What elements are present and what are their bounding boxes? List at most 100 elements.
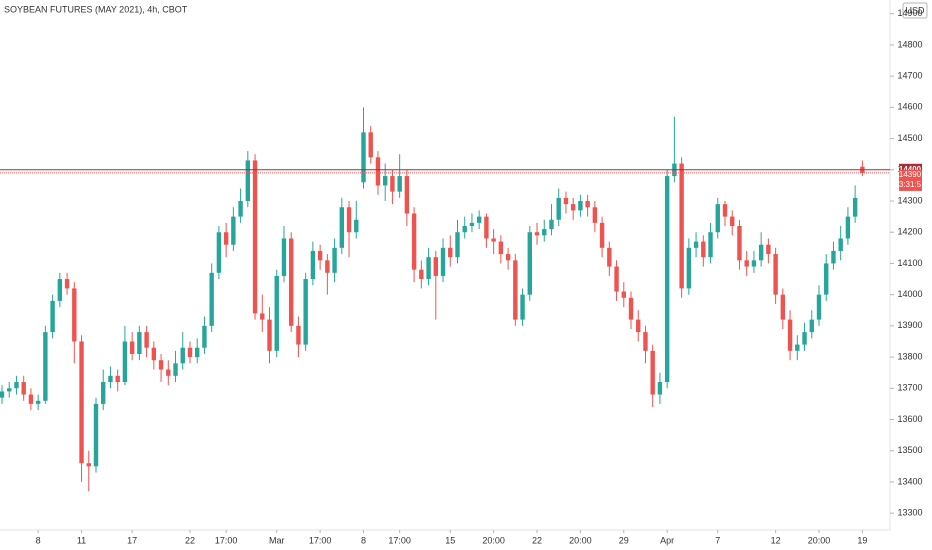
candle-body xyxy=(281,238,287,276)
x-tick-label: 8 xyxy=(36,535,41,545)
candle-body xyxy=(195,347,200,358)
candle-body xyxy=(513,260,518,320)
candle-body xyxy=(657,382,663,395)
y-tick-label: 14700 xyxy=(897,71,922,81)
candle-body xyxy=(303,279,308,345)
y-tick-label: 14300 xyxy=(897,195,922,205)
chart-title: SOYBEAN FUTURES (MAY 2021), 4h, CBOT xyxy=(4,4,188,14)
y-tick-label: 14600 xyxy=(897,102,922,112)
candle-body xyxy=(86,463,91,467)
candle-body xyxy=(787,319,793,351)
y-tick-label: 14900 xyxy=(897,8,922,18)
candle-body xyxy=(737,225,742,261)
candle-body xyxy=(35,400,41,404)
x-tick-label: Mar xyxy=(269,535,285,545)
candle-body xyxy=(607,247,612,267)
x-tick-label: 17:00 xyxy=(215,535,238,545)
candle-body xyxy=(448,247,453,258)
candle-body xyxy=(404,176,410,214)
candle-body xyxy=(491,238,496,242)
y-tick-label: 13700 xyxy=(897,383,922,393)
candle-body xyxy=(693,241,699,248)
candle-body xyxy=(433,257,438,276)
candle-body xyxy=(28,394,34,404)
candle-body xyxy=(166,369,171,376)
x-tick-label: 7 xyxy=(715,535,720,545)
candle-body xyxy=(852,197,858,217)
candle-body xyxy=(7,388,12,392)
candle-body xyxy=(274,275,279,351)
candle-body xyxy=(50,300,55,333)
candle-body xyxy=(202,325,207,348)
currency-box[interactable] xyxy=(902,2,928,19)
x-tick-label: 17 xyxy=(127,535,137,545)
candle-body xyxy=(701,241,706,258)
candle-body xyxy=(296,325,301,345)
candle-body xyxy=(838,238,843,251)
x-tick-label: 8 xyxy=(361,535,366,545)
candle-body xyxy=(332,247,337,273)
y-tick-label: 13500 xyxy=(897,445,922,455)
candle-body xyxy=(21,382,26,395)
currency[interactable]: USD xyxy=(905,5,925,15)
candle-body xyxy=(375,157,381,186)
candle-body xyxy=(440,247,446,276)
x-tick-label: 22 xyxy=(185,535,195,545)
y-tick-label: 13800 xyxy=(897,351,922,361)
y-tick-label: 14800 xyxy=(897,39,922,49)
y-tick-label: 14000 xyxy=(897,289,922,299)
candle-body xyxy=(780,294,786,320)
candle-body xyxy=(722,204,728,217)
candle-body xyxy=(108,375,113,383)
candle-body xyxy=(505,254,511,261)
candle-body xyxy=(484,216,489,239)
candle-body xyxy=(534,232,540,236)
candle-body xyxy=(382,176,388,186)
candle-body xyxy=(346,207,352,233)
candle-body xyxy=(426,257,431,280)
candle-body xyxy=(462,225,467,233)
candle-body xyxy=(317,250,323,261)
candle-body xyxy=(144,332,149,348)
candle-body xyxy=(260,313,265,320)
candle-body xyxy=(744,260,749,267)
candle-body xyxy=(679,163,684,289)
candle-body xyxy=(0,391,5,398)
candle-body xyxy=(664,176,670,383)
candle-body xyxy=(563,197,569,205)
candle-body xyxy=(715,204,720,233)
candle-body xyxy=(310,250,316,280)
x-tick-label: 11 xyxy=(77,535,86,545)
candle-body xyxy=(231,216,236,245)
candle-body xyxy=(831,250,836,264)
x-tick-label: 22 xyxy=(532,535,542,545)
candle-body xyxy=(643,332,648,351)
x-tick-label: 19 xyxy=(857,535,867,545)
candle-body xyxy=(614,266,619,292)
candle-body xyxy=(267,319,272,351)
candle-body xyxy=(238,201,243,217)
candle-body xyxy=(766,244,771,255)
candle-body xyxy=(57,279,63,301)
candle-body xyxy=(209,272,214,326)
candle-body xyxy=(158,360,164,370)
y-tick-label: 13900 xyxy=(897,320,922,330)
candle-body xyxy=(72,288,77,342)
candle-body xyxy=(686,247,692,289)
last-price-box xyxy=(899,169,922,191)
candle-body xyxy=(845,216,851,239)
candle-body xyxy=(650,350,655,395)
candle-body xyxy=(570,204,576,211)
candle-body xyxy=(180,347,185,364)
candle-body xyxy=(252,160,258,314)
candle-body xyxy=(599,222,605,248)
candle-body xyxy=(802,332,807,345)
candle-body xyxy=(397,176,402,192)
candle-body xyxy=(361,132,366,183)
x-tick-label: Apr xyxy=(660,535,674,545)
candle-body xyxy=(816,294,822,320)
candle-body xyxy=(556,197,561,220)
y-tick-label: 14100 xyxy=(897,258,922,268)
